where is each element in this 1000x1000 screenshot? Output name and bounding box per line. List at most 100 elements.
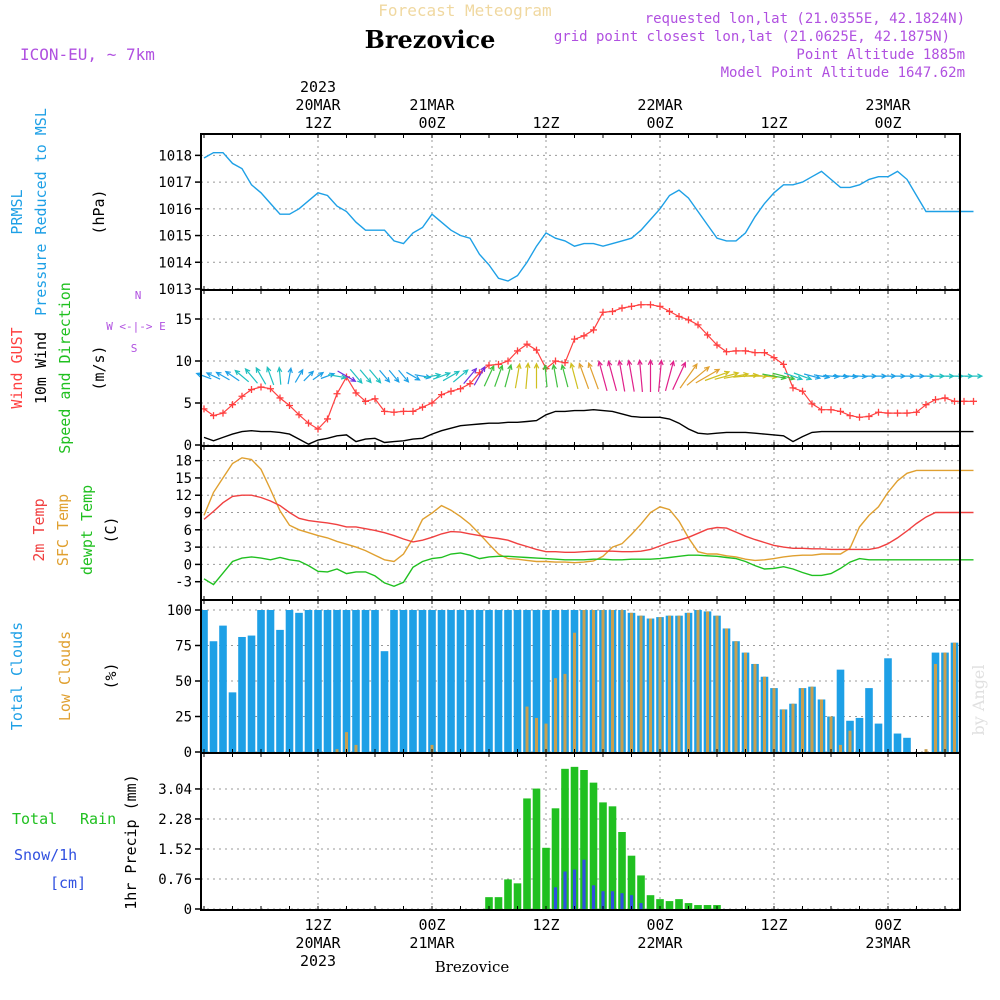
wind-direction-arrow [587, 361, 599, 390]
gust-point [419, 403, 426, 411]
time-label-top: 00Z [418, 114, 445, 132]
clouds-tick-label: 50 [175, 674, 192, 690]
time-label-bottom: 12Z [760, 916, 787, 934]
gust-point [704, 331, 711, 339]
rain-bar [665, 901, 674, 909]
gust-point [780, 360, 787, 368]
point-altitude: Point Altitude 1885m [796, 47, 965, 63]
wind-direction-arrow [294, 368, 304, 383]
gust-point [818, 406, 825, 414]
gust-point [894, 409, 901, 417]
gust-point [533, 346, 540, 354]
time-label-bottom: 23MAR [865, 934, 911, 952]
pressure-tick-label: 1018 [158, 148, 192, 164]
gust-point [837, 407, 844, 415]
low-cloud-bar [601, 610, 605, 752]
time-label-top: 2023 [300, 78, 336, 96]
gust-point [761, 349, 768, 357]
rain-bar [504, 879, 512, 909]
low-cloud-bar [810, 686, 814, 752]
time-label-top: 21MAR [409, 96, 455, 114]
gust-point [789, 384, 797, 392]
total-cloud-bar [475, 610, 484, 752]
gust-point [827, 406, 835, 414]
rain-bar [494, 897, 503, 909]
gust-point [666, 307, 673, 315]
total-cloud-bar [247, 635, 256, 752]
time-label-bottom: 2023 [300, 952, 336, 970]
wind-direction-arrow [276, 366, 283, 385]
gust-point [865, 412, 873, 420]
wind-direction-arrow [287, 366, 293, 385]
low-cloud-bar [544, 723, 548, 752]
wind-direction-arrow [337, 370, 357, 382]
temperature-tick-label: 6 [184, 523, 192, 539]
gust-point [238, 392, 246, 400]
total-cloud-bar [513, 610, 522, 752]
snow-bar [591, 885, 596, 909]
gust-point [846, 412, 854, 420]
data-layer [195, 151, 984, 909]
clouds-tick-label: 25 [175, 710, 192, 726]
gust-point [694, 321, 702, 329]
total-cloud-bar [399, 610, 408, 752]
time-label-bottom: 21MAR [409, 934, 455, 952]
pressure-tick-label: 1014 [158, 255, 192, 271]
low-cloud-bar [592, 610, 595, 752]
gust-point [267, 385, 274, 393]
gust-point [951, 397, 958, 405]
total-cloud-bar [314, 610, 322, 752]
snow-bar [629, 895, 634, 909]
rain-bar [646, 895, 655, 909]
snow-bar [601, 891, 605, 909]
temperature-tick-label: -3 [175, 575, 192, 591]
total-cloud-bar [855, 717, 864, 752]
total-cloud-bar [238, 636, 246, 752]
wind-direction-arrow [533, 362, 540, 389]
gust-point [523, 340, 531, 348]
rain-bar [542, 847, 550, 909]
temperature-tick-label: 9 [184, 506, 192, 522]
precip-tick-label: 0 [184, 902, 192, 918]
panel-frame-5 [200, 752, 961, 911]
gust-point [333, 390, 341, 398]
rain-bar [485, 897, 493, 909]
total-cloud-bar [209, 641, 218, 752]
wind-direction-arrow [578, 362, 590, 390]
p3-label-sfc: SFC Temp [54, 494, 72, 566]
clouds-tick-label: 100 [167, 603, 192, 619]
gust-point [903, 409, 911, 417]
total-cloud-bar [285, 610, 294, 752]
gust-point [381, 407, 388, 415]
gust-point [618, 304, 626, 312]
wind-direction-arrow [597, 360, 608, 392]
wind-direction-arrow [607, 359, 618, 392]
total-cloud-bar [257, 610, 265, 752]
gust-point [913, 408, 920, 416]
low-cloud-bar [535, 717, 538, 752]
time-label-top: 22MAR [637, 96, 683, 114]
low-cloud-bar [943, 652, 947, 752]
wind-direction-arrow [205, 372, 221, 380]
total-cloud-bar [456, 610, 465, 752]
total-cloud-bar [295, 612, 303, 752]
gust-point [637, 301, 645, 309]
gust-point [561, 359, 569, 367]
total-cloud-bar [903, 737, 911, 752]
time-label-bottom: 00Z [646, 916, 673, 934]
watermark: by Angel [969, 664, 988, 735]
rain-bar [694, 905, 702, 909]
wind-direction-arrow [442, 370, 461, 382]
low-cloud-bar [354, 744, 358, 752]
wind-direction-arrow [303, 370, 315, 382]
total-cloud-bar [485, 610, 493, 752]
total-cloud-bar [523, 610, 531, 752]
snow-bar [553, 887, 558, 909]
rain-bar [608, 806, 617, 909]
time-label-top: 00Z [646, 114, 673, 132]
low-cloud-bar [639, 615, 643, 752]
p1-label-b: Pressure Reduced to MSL [32, 108, 50, 316]
wind-direction-arrow [551, 363, 559, 388]
gust-point [713, 341, 721, 349]
total-cloud-bar [304, 610, 313, 752]
